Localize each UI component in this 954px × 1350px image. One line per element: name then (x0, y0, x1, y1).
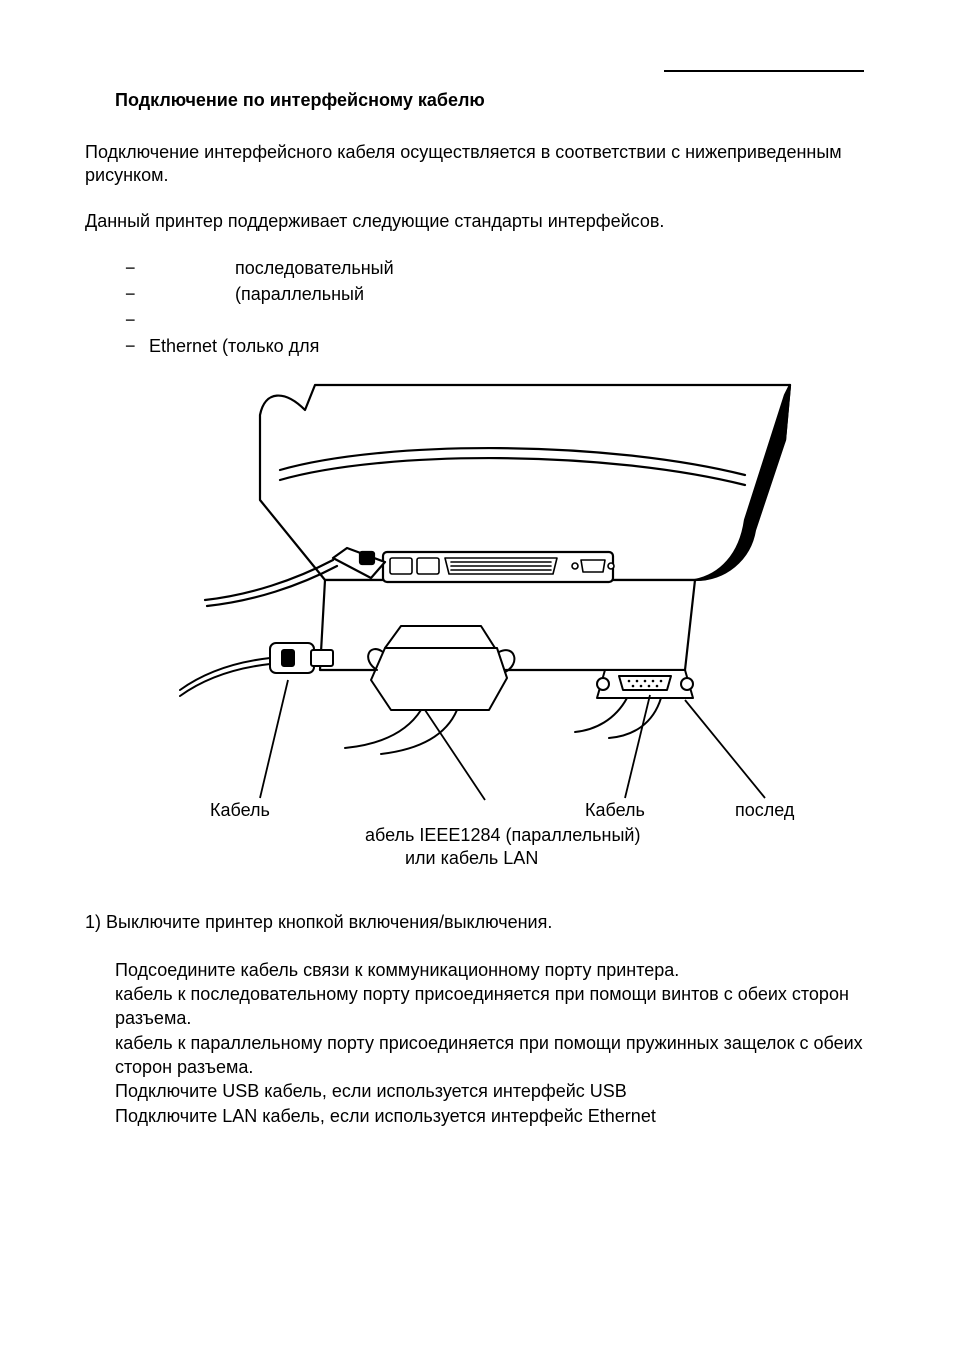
list-text: последовательный (235, 255, 874, 281)
printer-figure: ⇄ (85, 380, 865, 880)
step-2: Подсоедините кабель связи к коммуникацио… (115, 958, 874, 1128)
step-2-line: Подсоедините кабель связи к коммуникацио… (115, 958, 874, 982)
list-marker: − (125, 255, 235, 281)
step-2-line: Подключите USB кабель, если используется… (115, 1079, 874, 1103)
paragraph-intro-2: Данный принтер поддерживает следующие ст… (85, 210, 874, 233)
step-2-line: кабель к последовательному порту присоед… (115, 982, 874, 1031)
header-rule (664, 70, 864, 72)
paragraph-intro-1: Подключение интерфейсного кабеля осущест… (85, 141, 874, 188)
step-2-line: кабель к параллельному порту присоединяе… (115, 1031, 874, 1080)
page: Подключение по интерфейсному кабелю Подк… (0, 0, 954, 1350)
list-marker: − (125, 333, 149, 359)
figure-label-cable-right: Кабель (585, 800, 645, 821)
list-marker: − (125, 307, 235, 333)
list-item: − (125, 307, 874, 333)
figure-label-serial: послед (735, 800, 794, 821)
list-text: (параллельный (235, 281, 874, 307)
figure-label-parallel-line2: или кабель LAN (405, 848, 538, 869)
list-item: − Ethernet (только для (125, 333, 874, 359)
step-1: 1) Выключите принтер кнопкой включения/в… (85, 910, 874, 934)
section-title: Подключение по интерфейсному кабелю (115, 90, 874, 111)
list-item: − (параллельный (125, 281, 874, 307)
svg-text:⇄: ⇄ (289, 654, 296, 663)
step-2-line: Подключите LAN кабель, если используется… (115, 1104, 874, 1128)
figure-label-parallel-line1: абель IEEE1284 (параллельный) (365, 825, 640, 846)
list-text: Ethernet (только для (149, 333, 874, 359)
steps-block: 1) Выключите принтер кнопкой включения/в… (85, 910, 874, 1128)
list-marker: − (125, 281, 235, 307)
interface-list: − последовательный − (параллельный − − E… (125, 255, 874, 359)
list-item: − последовательный (125, 255, 874, 281)
list-text (235, 307, 874, 333)
figure-label-left: Кабель (210, 800, 270, 821)
